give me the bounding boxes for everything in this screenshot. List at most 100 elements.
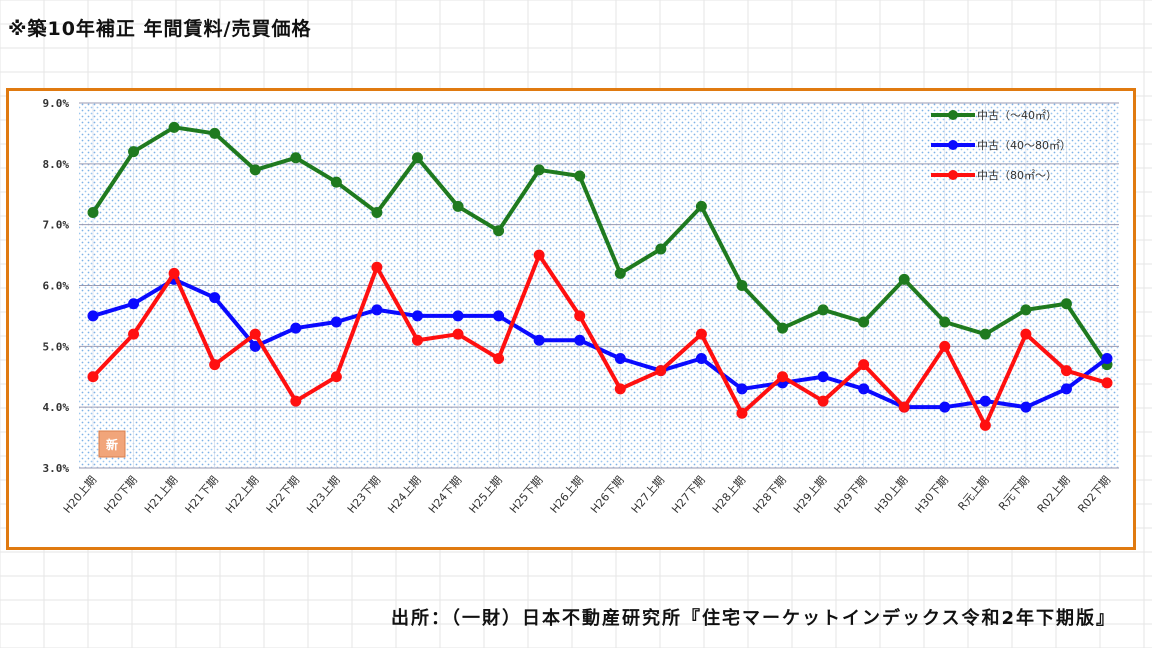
x-axis-ticks: H20上期 H20下期 H21上期 H21下期 H22上期 H22下期 H23上期 H23下期…: [61, 474, 1113, 516]
legend-label: 中古（～40㎡）: [977, 109, 1057, 122]
data-point: [452, 328, 464, 340]
series-line-0: [91, 125, 1109, 366]
data-point: [87, 207, 99, 218]
data-point: [777, 371, 789, 383]
data-point: [87, 371, 99, 383]
stamp-badge: 新: [98, 430, 126, 458]
data-point: [736, 407, 748, 419]
data-point: [939, 340, 951, 352]
data-point: [1020, 328, 1032, 340]
data-point: [128, 328, 140, 340]
x-tick-label: H30下期: [913, 474, 951, 516]
source-note: 出所：（一財）日本不動産研究所『住宅マーケットインデックス令和2年下期版』: [391, 608, 1116, 629]
data-point: [1020, 401, 1032, 413]
data-point: [655, 365, 667, 377]
data-point: [168, 121, 180, 133]
data-point: [614, 267, 626, 279]
x-tick-label: H27下期: [669, 474, 707, 516]
data-point: [290, 395, 302, 407]
x-tick-label: H21上期: [142, 474, 180, 516]
x-tick-label: H28下期: [750, 474, 788, 516]
legend-label: 中古（40～80㎡）: [977, 139, 1071, 152]
data-point: [979, 419, 991, 431]
chart-frame: 3.0% 4.0% 5.0% 6.0% 7.0% 8.0% 9.0% H20上期 H20下期 H…: [6, 88, 1136, 550]
data-point: [168, 267, 180, 279]
x-tick-label: R元上期: [956, 474, 992, 514]
data-point: [695, 328, 707, 340]
data-point: [614, 383, 626, 395]
data-point: [290, 152, 302, 164]
data-point: [614, 353, 626, 364]
series-line-2: [91, 253, 1108, 428]
x-tick-label: H24上期: [385, 474, 423, 516]
line-chart: 3.0%4.0%5.0%6.0%7.0%8.0%9.0% H20上期 H20下期 H…: [43, 97, 1119, 516]
y-tick-label: 8.0%: [43, 158, 70, 171]
x-tick-label: H26下期: [588, 474, 626, 516]
data-point: [817, 304, 829, 316]
y-tick-label: 9.0%: [43, 97, 70, 110]
data-point: [533, 334, 545, 346]
data-point: [493, 310, 505, 322]
x-tick-label: H29下期: [832, 474, 870, 516]
data-point: [209, 292, 221, 304]
data-point: [330, 371, 342, 383]
data-point: [128, 298, 140, 310]
data-point: [1020, 304, 1032, 316]
y-axis-ticks: 3.0% 4.0% 5.0% 6.0% 7.0% 8.0% 9.0%: [43, 97, 70, 475]
data-point: [209, 359, 221, 371]
data-point: [898, 401, 910, 413]
series-layer: [87, 121, 1113, 431]
x-tick-label: H23下期: [345, 474, 383, 516]
data-point: [574, 310, 586, 322]
data-point: [736, 280, 748, 291]
x-tick-label: H25上期: [466, 474, 504, 516]
data-point: [452, 310, 464, 322]
data-point: [411, 152, 423, 164]
x-tick-label: H26上期: [548, 474, 586, 516]
data-point: [533, 164, 545, 176]
data-point: [249, 340, 261, 352]
x-tick-label: H24下期: [426, 474, 464, 516]
y-tick-label: 7.0%: [43, 219, 70, 232]
legend-swatch-marker: [948, 110, 958, 120]
data-point: [777, 322, 789, 334]
y-tick-label: 3.0%: [43, 462, 70, 475]
data-point: [574, 334, 586, 346]
legend: 中古（～40㎡） 中古（40～80㎡） 中古（80㎡～）: [931, 109, 1071, 182]
data-point: [939, 401, 951, 413]
data-point: [128, 146, 140, 158]
data-point: [371, 304, 383, 316]
data-point: [655, 243, 667, 255]
data-point: [1101, 353, 1113, 364]
data-point: [979, 395, 991, 407]
data-point: [249, 164, 261, 176]
data-point: [330, 316, 342, 328]
data-point: [493, 225, 505, 237]
x-tick-label: H29上期: [791, 474, 829, 516]
x-tick-label: H21下期: [183, 474, 221, 516]
data-point: [533, 249, 545, 261]
x-tick-label: H23上期: [304, 474, 342, 516]
x-tick-label: R02下期: [1075, 474, 1113, 516]
data-point: [1060, 298, 1072, 310]
x-tick-label: R元下期: [996, 474, 1032, 514]
data-point: [817, 395, 829, 407]
x-tick-label: H25下期: [507, 474, 545, 516]
x-tick-label: H27上期: [629, 474, 667, 516]
x-tick-label: H20下期: [101, 474, 139, 516]
y-tick-label: 6.0%: [43, 280, 70, 293]
data-point: [330, 176, 342, 188]
x-tick-label: H28上期: [710, 474, 748, 516]
data-point: [209, 127, 221, 139]
x-tick-label: H22下期: [264, 474, 302, 516]
data-point: [452, 200, 464, 212]
x-tick-label: H22上期: [223, 474, 261, 516]
gridlines: [79, 102, 1119, 469]
x-tick-label: R02上期: [1035, 474, 1073, 516]
data-point: [1101, 377, 1113, 389]
data-point: [411, 334, 423, 346]
data-point: [371, 261, 383, 273]
legend-swatch-marker: [948, 170, 958, 180]
data-point: [411, 310, 423, 322]
data-point: [1060, 365, 1072, 377]
